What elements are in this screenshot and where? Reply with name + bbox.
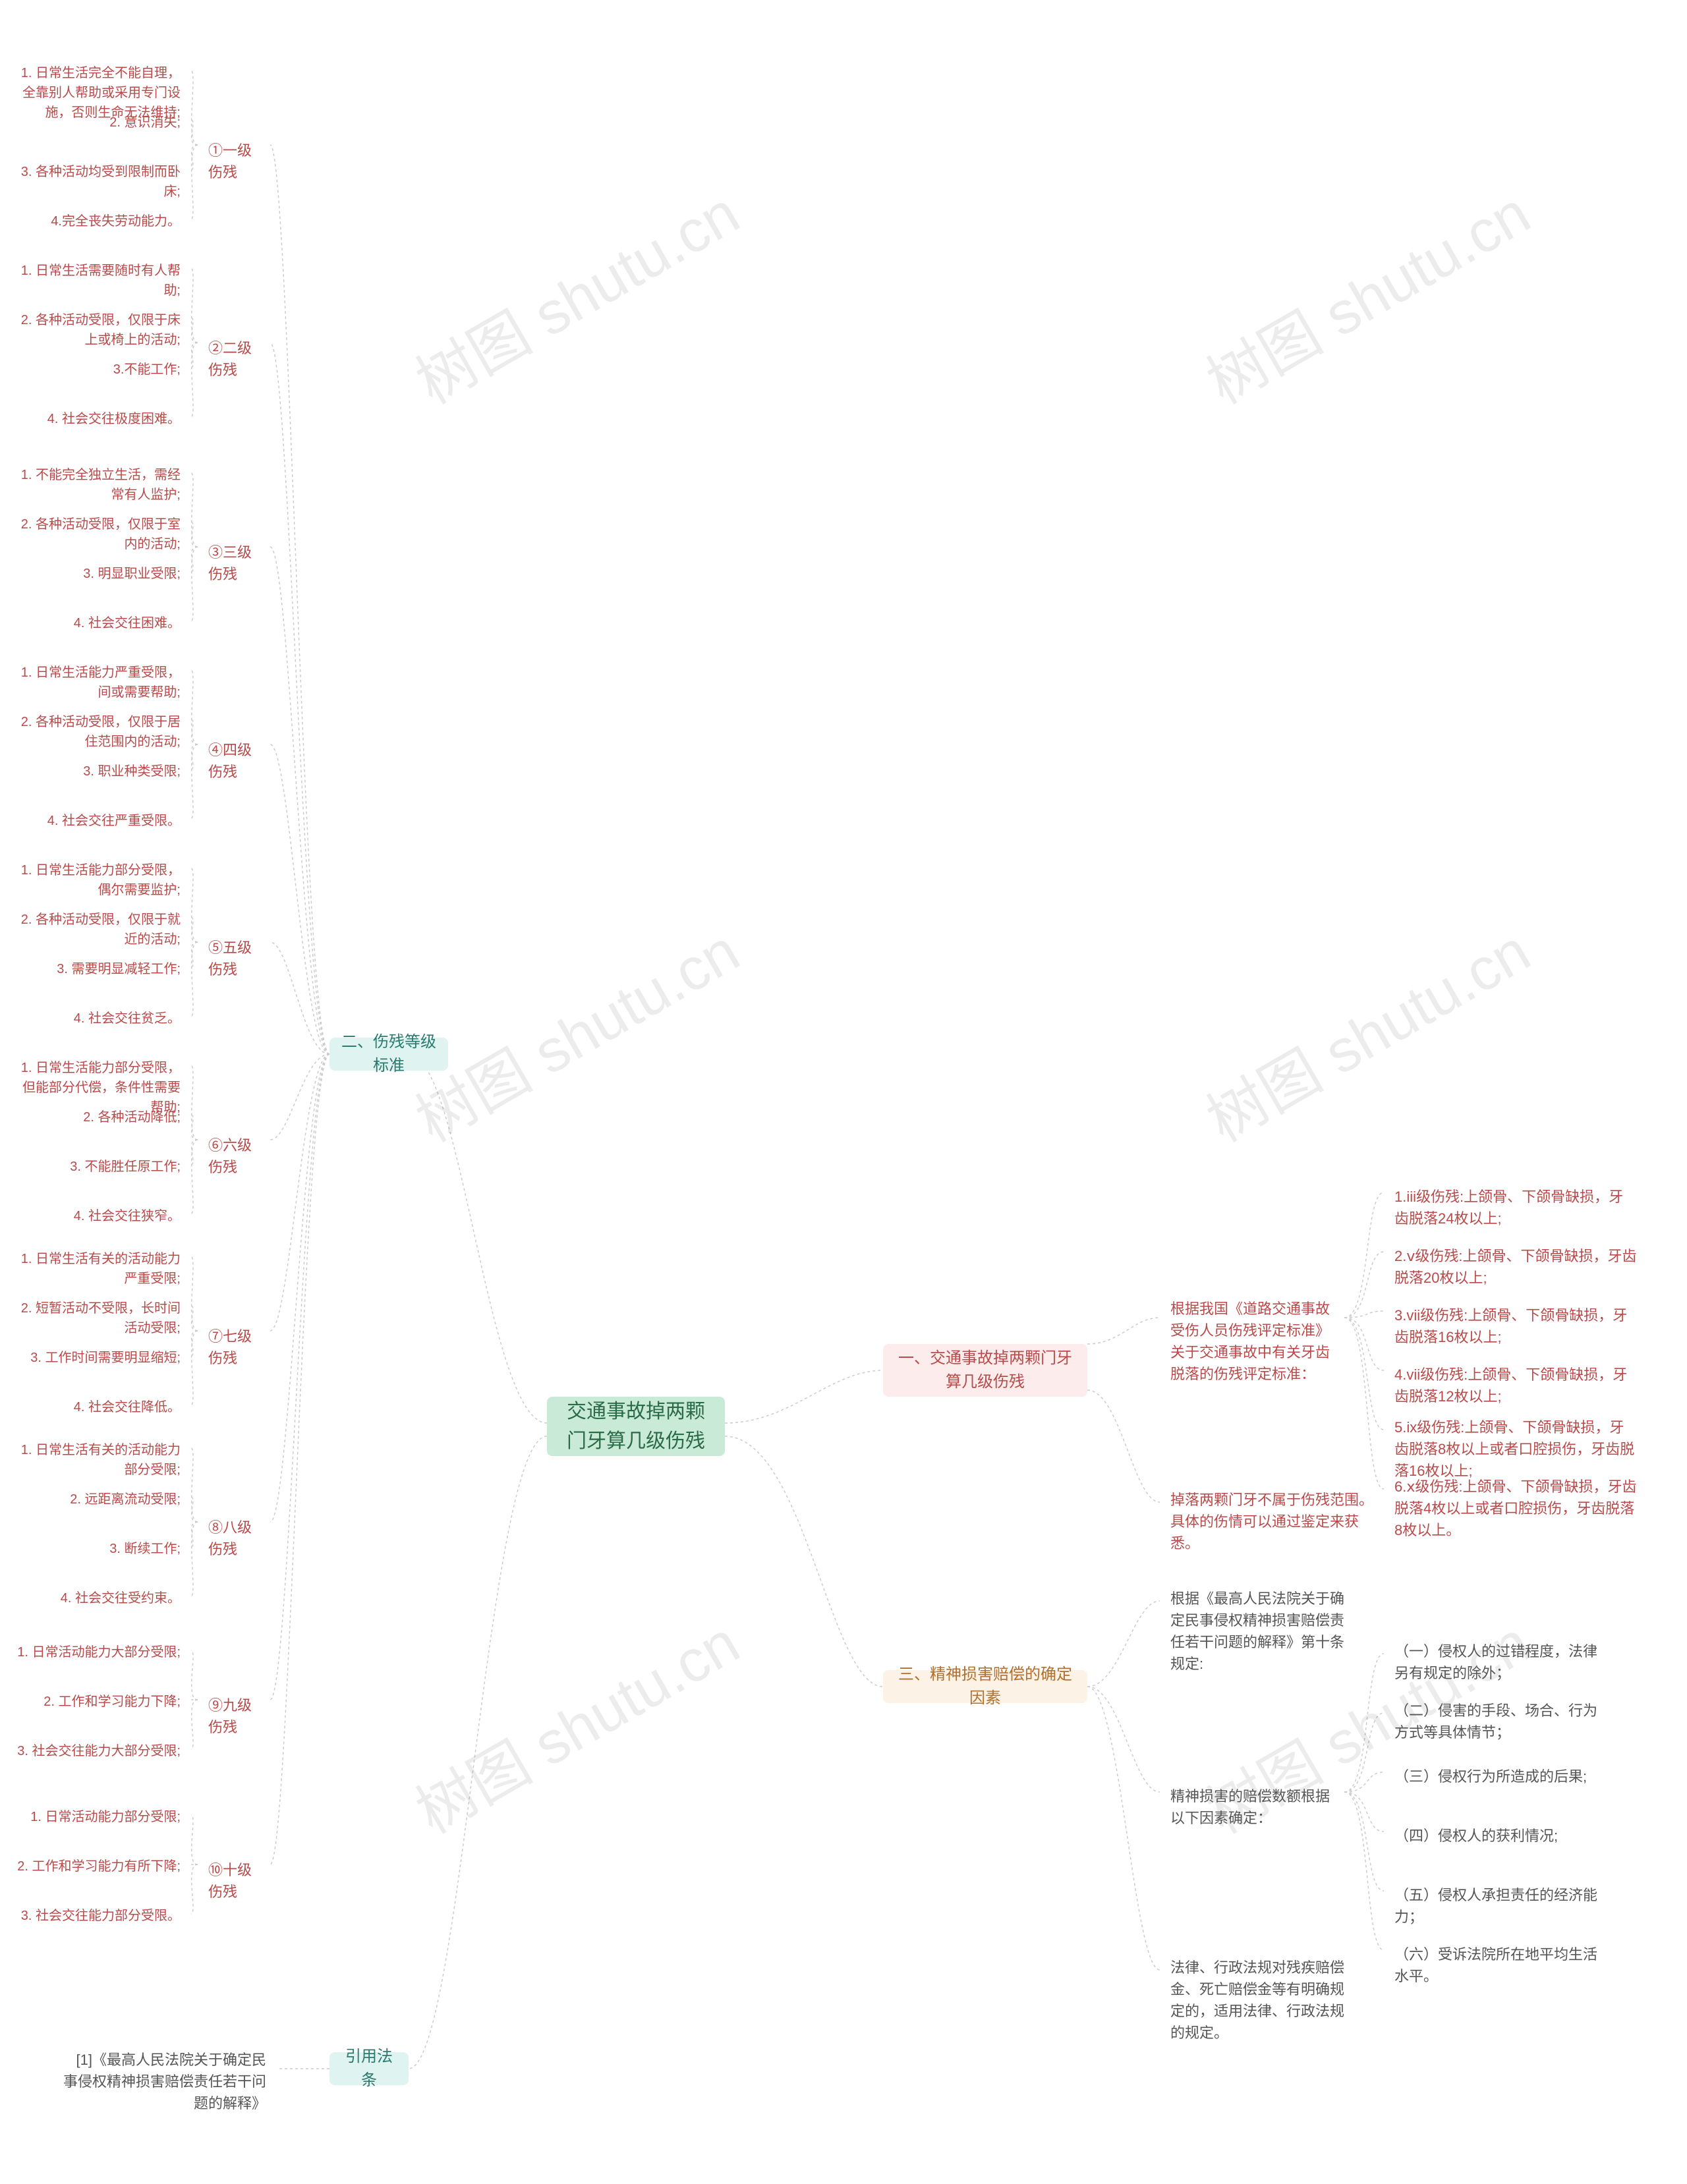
level-criterion: 3. 断续工作;: [0, 1532, 191, 1565]
section3-item: （五）侵权人承担责任的经济能力；: [1384, 1878, 1621, 1934]
level-criterion: 3. 各种活动均受到限制而卧床;: [0, 155, 191, 208]
section3-item: （二）侵害的手段、场合、行为方式等具体情节；: [1384, 1693, 1621, 1750]
section1-item: 3.vii级伤残:上颌骨、下颌骨缺损，牙齿脱落16枚以上;: [1384, 1298, 1647, 1355]
watermark: 树图 shutu.cn: [1189, 166, 1543, 420]
level-name[interactable]: ⑥六级伤残: [198, 1128, 270, 1185]
level-criterion: 4. 社会交往困难。: [0, 607, 191, 640]
section3-intro: 精神损害的赔偿数额根据以下因素确定：: [1160, 1779, 1344, 1835]
level-criterion: 3. 不能胜任原工作;: [0, 1150, 191, 1183]
level-criterion: 1. 不能完全独立生活，需经常有人监护;: [0, 459, 191, 511]
level-criterion: 2. 短暂活动不受限，长时间活动受限;: [0, 1292, 191, 1345]
level-name[interactable]: ④四级伤残: [198, 733, 270, 789]
level-criterion: 2. 各种活动受限，仅限于室内的活动;: [0, 508, 191, 561]
level-criterion: 3. 需要明显减轻工作;: [0, 953, 191, 986]
section3-title[interactable]: 三、精神损害赔偿的确定因素: [883, 1670, 1087, 1703]
level-name[interactable]: ③三级伤残: [198, 535, 270, 592]
section1-title[interactable]: 一、交通事故掉两颗门牙算几级伤残: [883, 1344, 1087, 1397]
section1-item: 1.iii级伤残:上颌骨、下颌骨缺损，牙齿脱落24枚以上;: [1384, 1179, 1647, 1236]
level-criterion: 4. 社会交往降低。: [0, 1391, 191, 1424]
level-criterion: 2. 各种活动降低;: [0, 1101, 191, 1134]
level-criterion: 1. 日常活动能力大部分受限;: [0, 1636, 191, 1669]
watermark: 树图 shutu.cn: [398, 1596, 752, 1849]
section3-basis: 根据《最高人民法院关于确定民事侵权精神损害赔偿责任若干问题的解释》第十条规定:: [1160, 1581, 1364, 1681]
section1-item: 4.vii级伤残:上颌骨、下颌骨缺损，牙齿脱落12枚以上;: [1384, 1357, 1647, 1414]
level-criterion: 1. 日常生活需要随时有人帮助;: [0, 254, 191, 307]
level-criterion: 1. 日常生活有关的活动能力严重受限;: [0, 1243, 191, 1295]
level-criterion: 1. 日常活动能力部分受限;: [0, 1801, 191, 1834]
level-criterion: 3. 社会交往能力部分受限。: [0, 1899, 191, 1932]
watermark: 树图 shutu.cn: [398, 166, 752, 420]
level-criterion: 1. 日常生活能力部分受限，偶尔需要监护;: [0, 854, 191, 907]
level-criterion: 2. 各种活动受限，仅限于居住范围内的活动;: [0, 706, 191, 758]
level-criterion: 4. 社会交往严重受限。: [0, 804, 191, 837]
level-criterion: 3. 职业种类受限;: [0, 755, 191, 788]
section3-item: （六）受诉法院所在地平均生活水平。: [1384, 1937, 1621, 1994]
section2-title[interactable]: 二、伤残等级标准: [329, 1038, 448, 1071]
level-criterion: 3. 社会交往能力大部分受限;: [0, 1735, 191, 1768]
level-criterion: 4. 社会交往狭窄。: [0, 1200, 191, 1233]
section1-basis: 根据我国《道路交通事故受伤人员伤残评定标准》关于交通事故中有关牙齿脱落的伤残评定…: [1160, 1291, 1344, 1391]
level-criterion: 2. 各种活动受限，仅限于就近的活动;: [0, 903, 191, 956]
level-name[interactable]: ⑦七级伤残: [198, 1319, 270, 1376]
level-criterion: 2. 工作和学习能力有所下降;: [0, 1850, 191, 1883]
level-criterion: 4.完全丧失劳动能力。: [0, 205, 191, 238]
level-name[interactable]: ⑩十级伤残: [198, 1853, 270, 1909]
section1-item: 2.ⅴ级伤残:上颌骨、下颌骨缺损，牙齿脱落20枚以上;: [1384, 1239, 1647, 1295]
level-criterion: 2. 远距离流动受限;: [0, 1483, 191, 1516]
citation-text: [1]《最高人民法院关于确定民事侵权精神损害赔偿责任若干问题的解释》: [53, 2042, 277, 2121]
citation-title[interactable]: 引用法条: [329, 2052, 409, 2085]
watermark: 树图 shutu.cn: [398, 904, 752, 1158]
level-name[interactable]: ⑤五级伤残: [198, 930, 270, 987]
level-criterion: 1. 日常生活有关的活动能力部分受限;: [0, 1434, 191, 1486]
level-criterion: 4. 社会交往受约束。: [0, 1582, 191, 1615]
root-node[interactable]: 交通事故掉两颗门牙算几级伤残: [547, 1397, 725, 1456]
section1-item: 6.ⅹ级伤残:上颌骨、下颌骨缺损，牙齿脱落4枚以上或者口腔损伤，牙齿脱落8枚以上…: [1384, 1469, 1647, 1548]
level-criterion: 4. 社会交往贫乏。: [0, 1002, 191, 1035]
level-criterion: 2. 各种活动受限，仅限于床上或椅上的活动;: [0, 304, 191, 356]
section3-item: （三）侵权行为所造成的后果;: [1384, 1759, 1621, 1794]
section3-note: 法律、行政法规对残疾赔偿金、死亡赔偿金等有明确规定的，适用法律、行政法规的规定。: [1160, 1950, 1364, 2050]
level-name[interactable]: ①一级伤残: [198, 133, 270, 190]
level-criterion: 2. 意识消失;: [0, 106, 191, 139]
level-name[interactable]: ⑧八级伤残: [198, 1510, 270, 1567]
watermark: 树图 shutu.cn: [1189, 904, 1543, 1158]
level-criterion: 4. 社会交往极度困难。: [0, 403, 191, 435]
section3-item: （一）侵权人的过错程度，法律另有规定的除外；: [1384, 1634, 1621, 1691]
level-name[interactable]: ②二级伤残: [198, 331, 270, 387]
section1-note: 掉落两颗门牙不属于伤残范围。具体的伤情可以通过鉴定来获悉。: [1160, 1482, 1384, 1561]
level-criterion: 3.不能工作;: [0, 353, 191, 386]
level-criterion: 3. 工作时间需要明显缩短;: [0, 1341, 191, 1374]
level-name[interactable]: ⑨九级伤残: [198, 1688, 270, 1745]
level-criterion: 3. 明显职业受限;: [0, 557, 191, 590]
section3-item: （四）侵权人的获利情况;: [1384, 1818, 1621, 1853]
level-criterion: 2. 工作和学习能力下降;: [0, 1685, 191, 1718]
level-criterion: 1. 日常生活能力严重受限，间或需要帮助;: [0, 656, 191, 709]
